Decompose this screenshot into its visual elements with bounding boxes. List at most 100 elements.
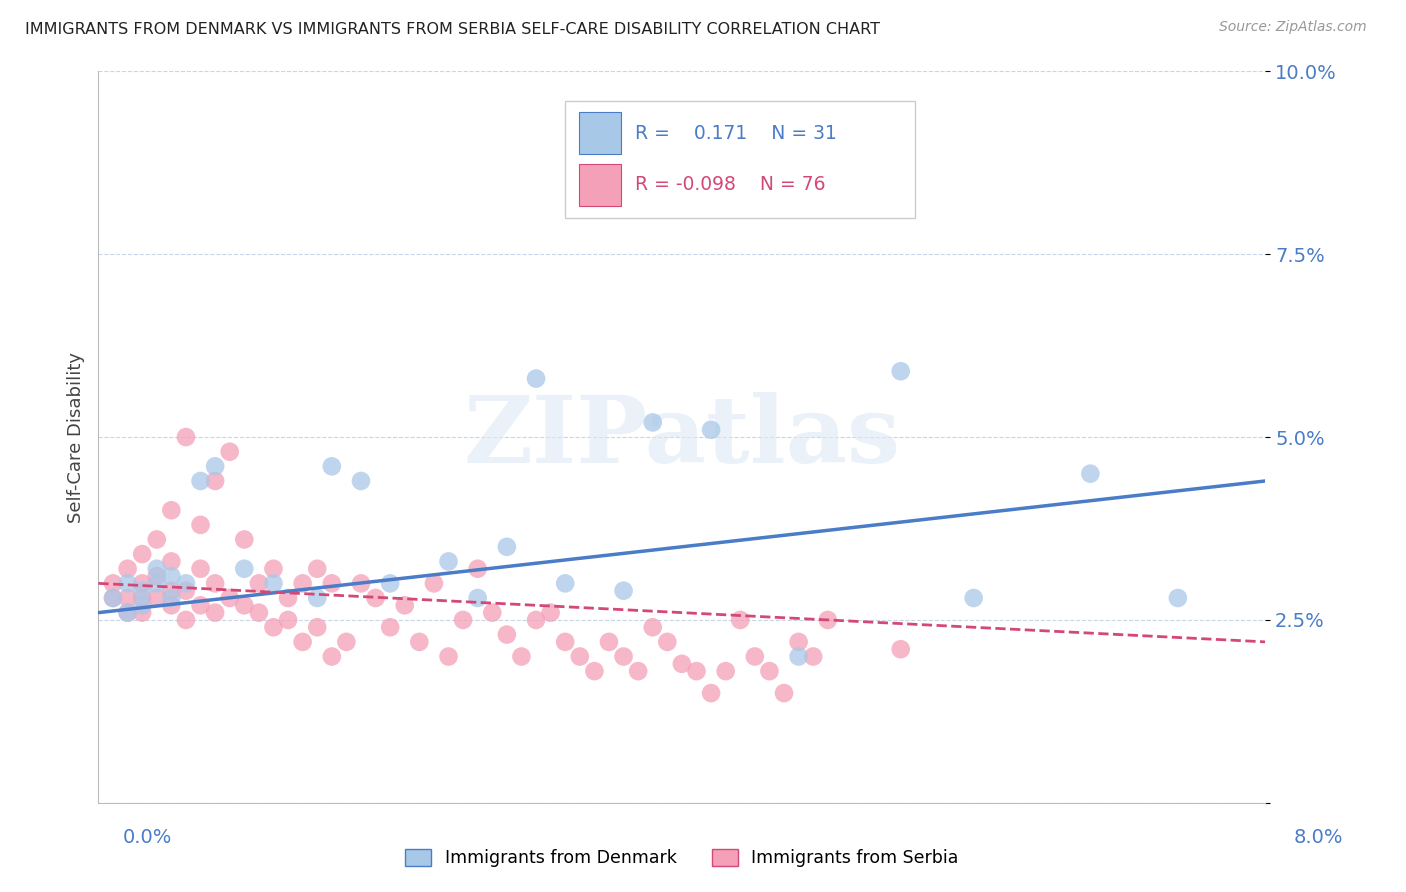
Point	[714, 664, 737, 678]
Text: ZIPatlas: ZIPatlas	[464, 392, 900, 482]
Point	[233, 562, 256, 576]
Text: 0.0%: 0.0%	[122, 828, 173, 847]
Point	[146, 533, 169, 547]
Point	[160, 583, 183, 598]
Point	[247, 606, 270, 620]
Point	[350, 576, 373, 591]
Point	[437, 554, 460, 568]
Point	[787, 635, 810, 649]
Point	[160, 569, 183, 583]
Point	[117, 591, 139, 605]
Point	[540, 606, 562, 620]
Point	[612, 583, 634, 598]
Point	[671, 657, 693, 671]
Point	[117, 576, 139, 591]
Point	[758, 664, 780, 678]
Point	[174, 576, 197, 591]
Point	[321, 459, 343, 474]
Point	[131, 606, 153, 620]
Point	[160, 503, 183, 517]
Legend: Immigrants from Denmark, Immigrants from Serbia: Immigrants from Denmark, Immigrants from…	[405, 848, 959, 867]
Point	[101, 576, 124, 591]
Point	[190, 517, 212, 532]
Point	[160, 599, 183, 613]
Point	[233, 599, 256, 613]
Point	[700, 423, 723, 437]
Point	[174, 583, 197, 598]
Y-axis label: Self-Care Disability: Self-Care Disability	[66, 351, 84, 523]
Point	[233, 533, 256, 547]
Point	[262, 576, 284, 591]
Point	[787, 649, 810, 664]
Point	[131, 599, 153, 613]
Point	[204, 606, 226, 620]
Point	[394, 599, 416, 613]
Point	[321, 649, 343, 664]
Text: IMMIGRANTS FROM DENMARK VS IMMIGRANTS FROM SERBIA SELF-CARE DISABILITY CORRELATI: IMMIGRANTS FROM DENMARK VS IMMIGRANTS FR…	[25, 22, 880, 37]
Point	[685, 664, 707, 678]
Point	[190, 599, 212, 613]
Point	[598, 635, 620, 649]
FancyBboxPatch shape	[565, 101, 915, 218]
Point	[408, 635, 430, 649]
Point	[437, 649, 460, 664]
Point	[218, 591, 240, 605]
Point	[307, 591, 329, 605]
Point	[451, 613, 474, 627]
Point	[583, 664, 606, 678]
Point	[481, 606, 503, 620]
Point	[262, 620, 284, 634]
Point	[204, 576, 226, 591]
Point	[262, 562, 284, 576]
Point	[1080, 467, 1102, 481]
Bar	[579, 164, 621, 206]
Point	[496, 627, 519, 641]
Point	[700, 686, 723, 700]
Point	[962, 591, 984, 605]
Point	[641, 416, 664, 430]
Point	[307, 562, 329, 576]
Point	[307, 620, 329, 634]
Point	[657, 635, 679, 649]
Point	[335, 635, 357, 649]
Point	[190, 562, 212, 576]
Point	[101, 591, 124, 605]
Point	[291, 576, 314, 591]
Point	[174, 430, 197, 444]
Point	[730, 613, 752, 627]
Point	[131, 591, 153, 605]
Point	[380, 620, 402, 634]
Point	[146, 569, 169, 583]
Point	[190, 474, 212, 488]
Point	[380, 576, 402, 591]
Point	[131, 583, 153, 598]
Point	[524, 371, 547, 385]
Point	[467, 591, 489, 605]
Point	[146, 591, 169, 605]
Point	[204, 474, 226, 488]
Point	[801, 649, 824, 664]
Text: R =    0.171    N = 31: R = 0.171 N = 31	[636, 124, 837, 143]
Point	[612, 649, 634, 664]
Point	[277, 591, 299, 605]
Point	[467, 562, 489, 576]
Point	[510, 649, 533, 664]
Point	[554, 635, 576, 649]
Point	[350, 474, 373, 488]
Point	[641, 620, 664, 634]
Point	[131, 576, 153, 591]
Point	[131, 547, 153, 561]
Point	[277, 613, 299, 627]
Point	[1167, 591, 1189, 605]
Point	[160, 554, 183, 568]
Text: Source: ZipAtlas.com: Source: ZipAtlas.com	[1219, 20, 1367, 34]
Text: 8.0%: 8.0%	[1294, 828, 1344, 847]
Point	[146, 576, 169, 591]
Point	[568, 649, 591, 664]
Point	[423, 576, 446, 591]
Point	[496, 540, 519, 554]
Point	[364, 591, 387, 605]
Point	[817, 613, 839, 627]
Point	[627, 664, 650, 678]
Point	[204, 459, 226, 474]
